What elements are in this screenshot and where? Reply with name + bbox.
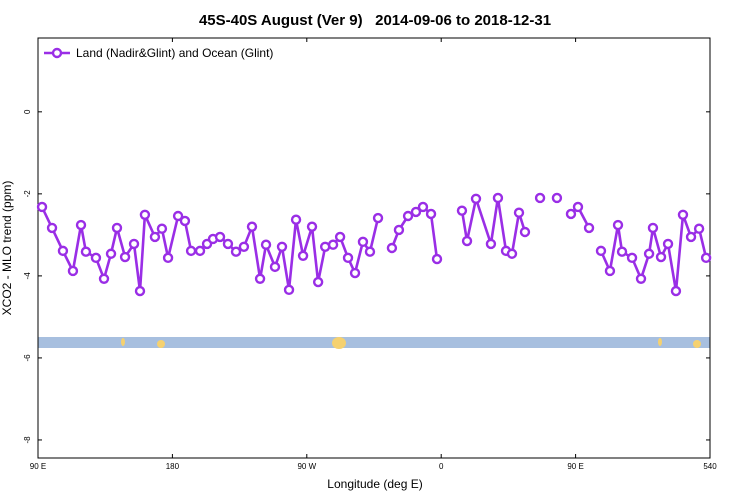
data-point	[349, 267, 361, 279]
data-point	[670, 285, 682, 297]
data-point	[431, 253, 443, 265]
y-tick-label: -4	[23, 272, 32, 280]
x-tick-label: 0	[439, 462, 444, 471]
data-point	[297, 250, 309, 261]
land-ocean-strip	[38, 337, 710, 349]
data-point	[635, 273, 647, 284]
data-point	[417, 201, 429, 213]
data-point	[626, 252, 638, 264]
data-point	[386, 242, 398, 254]
data-point	[342, 252, 354, 264]
data-point	[214, 231, 226, 243]
data-point	[156, 223, 168, 234]
data-point	[372, 212, 384, 224]
data-point	[312, 276, 324, 288]
data-point	[334, 231, 346, 243]
data-point	[461, 235, 473, 247]
data-point	[246, 221, 258, 232]
data-point	[677, 209, 689, 220]
data-point	[260, 239, 272, 250]
x-axis-label: Longitude (deg E)	[327, 477, 422, 491]
data-point	[98, 273, 110, 284]
data-point	[222, 238, 234, 250]
data-point	[357, 236, 369, 248]
data-point	[57, 245, 69, 257]
data-point	[238, 241, 250, 252]
data-point	[456, 205, 468, 216]
data-point	[425, 208, 437, 220]
y-axis-label: XCO2 - MLO trend (ppm)	[0, 181, 14, 316]
y-tick-label: -2	[23, 190, 32, 198]
data-point	[393, 224, 405, 236]
data-point	[36, 201, 48, 213]
data-point	[111, 222, 123, 234]
data-point	[485, 238, 497, 250]
data-point	[276, 241, 288, 252]
data-point	[402, 210, 414, 222]
data-point	[306, 221, 318, 232]
y-tick-label: 0	[23, 109, 32, 114]
data-point	[128, 238, 140, 250]
y-tick-label: -6	[23, 354, 32, 362]
data-point	[185, 245, 197, 257]
data-point	[492, 192, 504, 204]
data-point	[410, 206, 422, 218]
data-point	[551, 192, 563, 204]
data-point	[685, 231, 697, 243]
data-point	[612, 219, 624, 231]
data-point	[80, 246, 92, 257]
data-point	[90, 252, 102, 264]
data-point	[46, 222, 58, 234]
data-point	[179, 215, 191, 227]
data-point	[269, 261, 281, 273]
data-point	[139, 209, 151, 220]
data-point	[506, 248, 518, 259]
data-point	[693, 223, 705, 234]
data-point	[283, 284, 295, 296]
data-point	[75, 219, 87, 231]
data-point	[662, 238, 674, 250]
data-point	[583, 222, 595, 234]
data-point	[655, 251, 667, 263]
x-tick-label: 90 W	[297, 462, 316, 471]
chart-title: 45S-40S August (Ver 9) 2014-09-06 to 201…	[199, 12, 551, 29]
data-point	[105, 248, 117, 259]
data-point	[254, 273, 266, 284]
x-tick-label: 540	[703, 462, 717, 471]
data-point	[290, 214, 302, 225]
data-point	[230, 246, 242, 257]
x-tick-label: 90 E	[567, 462, 583, 471]
data-point	[67, 265, 79, 277]
data-point	[595, 245, 607, 257]
data-point	[519, 226, 531, 238]
data-point	[194, 245, 206, 257]
data-point	[119, 251, 131, 263]
y-tick-label: -8	[23, 436, 32, 444]
data-point	[616, 246, 628, 257]
data-point	[700, 252, 712, 264]
data-point	[572, 201, 584, 213]
data-point	[327, 239, 339, 250]
data-point	[643, 248, 655, 259]
data-point	[134, 285, 146, 297]
data-point	[604, 265, 616, 277]
legend-label: Land (Nadir&Glint) and Ocean (Glint)	[76, 46, 273, 60]
x-tick-label: 90 E	[30, 462, 46, 471]
data-point	[172, 210, 184, 222]
plot-frame	[37, 37, 711, 459]
x-tick-label: 180	[166, 462, 180, 471]
data-point	[513, 207, 525, 218]
data-point	[364, 246, 376, 257]
data-point	[647, 222, 659, 234]
data-point	[565, 208, 577, 220]
data-point	[149, 231, 161, 243]
data-point	[162, 252, 174, 264]
legend-marker	[51, 47, 63, 59]
data-point	[470, 193, 482, 204]
data-point	[534, 192, 546, 204]
